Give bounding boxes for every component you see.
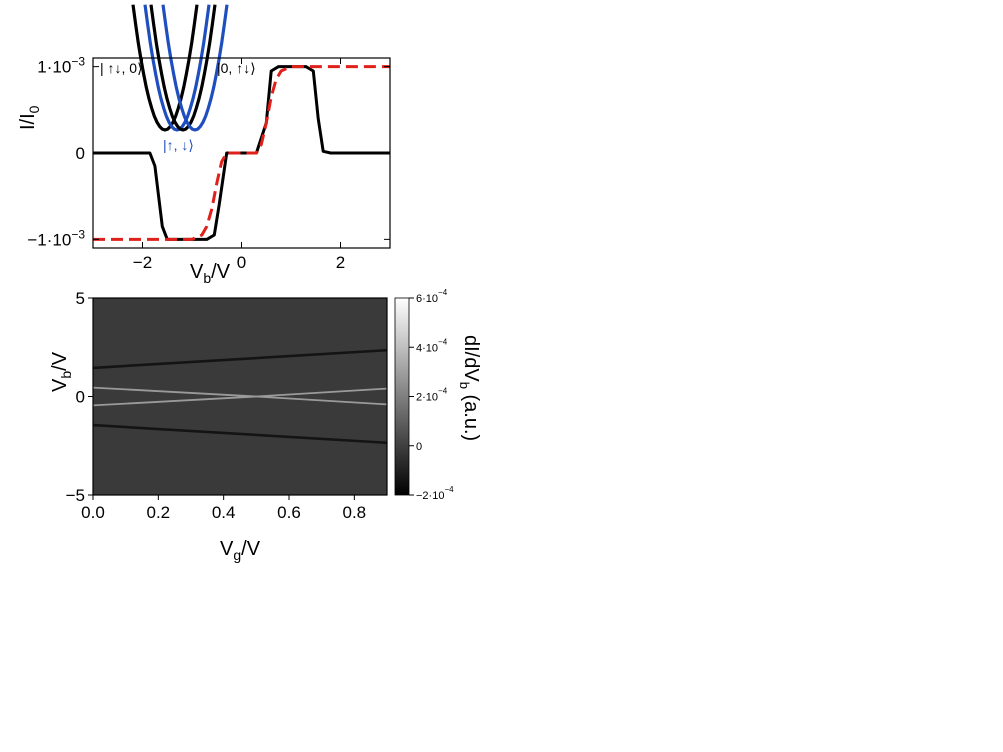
colorbar-label: dI/dVb (a.u.) bbox=[457, 335, 482, 441]
colorbar-tick-label-value: 6·10 bbox=[416, 293, 438, 305]
heatmap-x-tick-label-value: 0.8 bbox=[343, 503, 367, 522]
x-tick-label-value: −2 bbox=[133, 253, 152, 272]
y-tick-label: −1·10−3 bbox=[27, 227, 85, 249]
colorbar-tick-label: 0 bbox=[416, 441, 422, 453]
heatmap-x-tick-label: 0.6 bbox=[277, 503, 301, 522]
x-axis-label-sub: b bbox=[203, 270, 211, 286]
heatmap-x-axis-label-sub: g bbox=[233, 547, 241, 563]
y-tick-label: 0 bbox=[76, 144, 85, 163]
energy-parabola bbox=[143, 4, 211, 132]
heatmap-x-tick-label-value: 0.2 bbox=[147, 503, 171, 522]
heatmap-y-axis-label-main: V bbox=[49, 378, 71, 392]
y-axis-label-main: I/I bbox=[17, 113, 39, 130]
y-tick-label-exp: −3 bbox=[71, 227, 85, 241]
heatmap-x-axis-label-main: V bbox=[220, 538, 234, 560]
colorbar-tick-label: 6·10−4 bbox=[416, 288, 448, 305]
y-tick-label-value: 0 bbox=[76, 144, 85, 163]
negative-conductance-line bbox=[93, 348, 387, 370]
x-tick-label-value: 0 bbox=[237, 253, 246, 272]
colorbar bbox=[394, 297, 410, 496]
energy-parabola bbox=[161, 4, 229, 132]
y-axis-label: I/I0 bbox=[17, 105, 42, 130]
heatmap-y-tick-label-value: −5 bbox=[66, 486, 85, 505]
x-tick-label: −2 bbox=[133, 253, 152, 272]
negative-conductance-line bbox=[93, 423, 387, 445]
colorbar-tick-label: −2·10−4 bbox=[416, 485, 454, 502]
y-tick-label-value: 1·10 bbox=[37, 58, 71, 77]
state-label-right: |0, ↑↓⟩ bbox=[217, 60, 256, 76]
heatmap-y-tick-label: 0 bbox=[76, 388, 85, 407]
dashed-series-line bbox=[93, 65, 390, 241]
heatmap-y-tick-label-value: 0 bbox=[76, 388, 85, 407]
heatmap-y-axis-label: Vb/V bbox=[49, 351, 74, 392]
heatmap-x-tick-label-value: 0.6 bbox=[277, 503, 301, 522]
colorbar-tick-label: 4·10−4 bbox=[416, 337, 448, 354]
y-tick-label-exp: −3 bbox=[71, 55, 85, 69]
colorbar-tick-label-value: 0 bbox=[416, 441, 422, 453]
energy-level-inset bbox=[131, 4, 229, 132]
heatmap-x-tick-label: 0.2 bbox=[147, 503, 171, 522]
colorbar-tick-label-exp: −4 bbox=[438, 337, 448, 346]
colorbar-label-main: dI/dV bbox=[460, 335, 482, 382]
heatmap-y-tick-label-value: 5 bbox=[76, 289, 85, 308]
x-axis-label-main: V bbox=[190, 261, 204, 283]
current-voltage-chart: −2 0 2 1·10−30−1·10−3 | ↑↓, 0⟩ |0, ↑↓⟩ |↑,… bbox=[17, 4, 391, 286]
heatmap-x-tick-label-value: 0.0 bbox=[81, 503, 105, 522]
solid-series-line bbox=[93, 65, 390, 241]
heatmap-x-tick-label: 0.0 bbox=[81, 503, 105, 522]
energy-parabola bbox=[131, 4, 199, 132]
x-axis-label: Vb/V bbox=[190, 261, 231, 286]
x-tick-label: 0 bbox=[237, 253, 246, 272]
heatmap-x-tick-label: 0.4 bbox=[212, 503, 236, 522]
y-tick-label-value: −1·10 bbox=[27, 230, 71, 249]
colorbar-tick-label-exp: −4 bbox=[444, 485, 454, 494]
x-tick-label: 2 bbox=[336, 253, 345, 272]
colorbar-tick-label-value: 2·10 bbox=[416, 392, 438, 404]
heatmap-x-tick-label-value: 0.4 bbox=[212, 503, 236, 522]
heatmap-y-axis-label-sub: b bbox=[58, 371, 74, 379]
heatmap-y-axis-label-suffix: /V bbox=[49, 351, 71, 371]
heatmap-x-tick-label: 0.8 bbox=[343, 503, 367, 522]
colorbar-tick-label-exp: −4 bbox=[438, 288, 448, 297]
colorbar-label-sub: b bbox=[457, 382, 472, 389]
state-label-left: | ↑↓, 0⟩ bbox=[100, 60, 143, 76]
colorbar-tick-label-exp: −4 bbox=[438, 387, 448, 396]
conductance-heatmap: 0.0 0.2 0.4 0.6 0.8 50−5 6·10−44·10−42·10−40… bbox=[49, 288, 482, 563]
colorbar-tick-label-value: −2·10 bbox=[416, 490, 444, 502]
heatmap-x-axis-label-suffix: /V bbox=[241, 538, 261, 560]
heatmap-y-tick-label: 5 bbox=[76, 289, 85, 308]
positive-conductance-line bbox=[93, 387, 387, 407]
x-tick-label-value: 2 bbox=[336, 253, 345, 272]
energy-parabola bbox=[149, 4, 217, 132]
colorbar-tick-label: 2·10−4 bbox=[416, 387, 448, 404]
y-tick-label: 1·10−3 bbox=[37, 55, 85, 77]
heatmap-x-axis-label: Vg/V bbox=[220, 538, 261, 563]
colorbar-tick-label-value: 4·10 bbox=[416, 342, 438, 354]
heatmap-y-tick-label: −5 bbox=[66, 486, 85, 505]
x-axis-label-suffix: /V bbox=[211, 261, 231, 283]
y-axis-label-sub: 0 bbox=[26, 105, 42, 113]
state-label-bottom: |↑, ↓⟩ bbox=[163, 137, 194, 153]
colorbar-label-suffix: (a.u.) bbox=[460, 389, 482, 441]
